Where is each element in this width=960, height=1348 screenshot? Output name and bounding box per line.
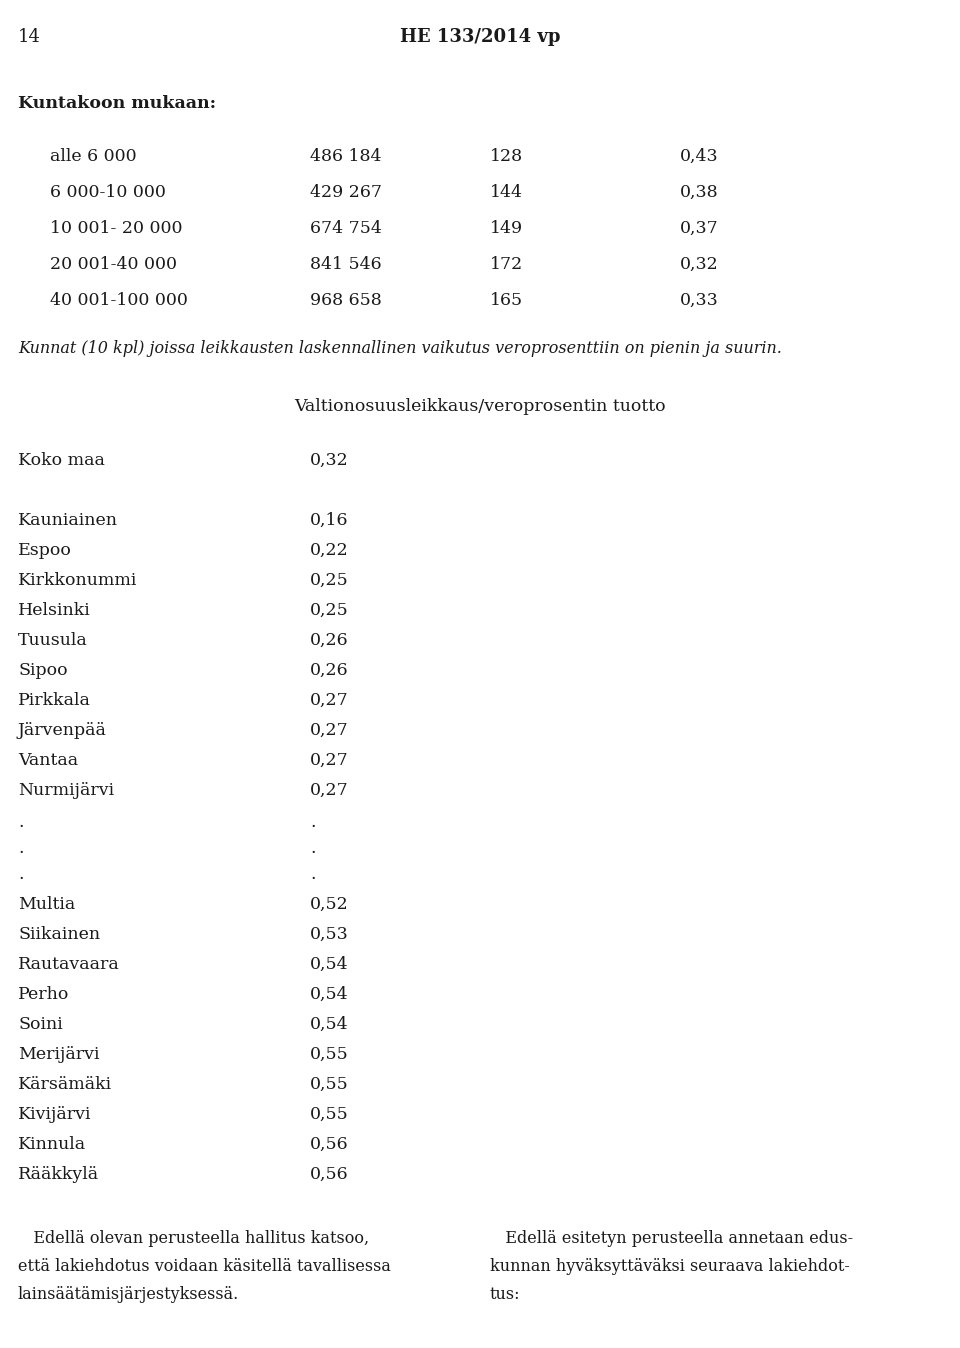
Text: Pirkkala: Pirkkala — [18, 692, 91, 709]
Text: lainsäätämisjärjestyksessä.: lainsäätämisjärjestyksessä. — [18, 1286, 239, 1304]
Text: 0,55: 0,55 — [310, 1105, 348, 1123]
Text: Järvenpää: Järvenpää — [18, 723, 107, 739]
Text: .: . — [310, 840, 316, 857]
Text: 40 001-100 000: 40 001-100 000 — [50, 293, 188, 309]
Text: Kinnula: Kinnula — [18, 1136, 86, 1153]
Text: Kuntakoon mukaan:: Kuntakoon mukaan: — [18, 94, 216, 112]
Text: 0,25: 0,25 — [310, 603, 348, 619]
Text: Sipoo: Sipoo — [18, 662, 67, 679]
Text: 128: 128 — [490, 148, 523, 164]
Text: 0,27: 0,27 — [310, 782, 348, 799]
Text: Kirkkonummi: Kirkkonummi — [18, 572, 137, 589]
Text: 0,55: 0,55 — [310, 1046, 348, 1064]
Text: 0,27: 0,27 — [310, 692, 348, 709]
Text: 149: 149 — [490, 220, 523, 237]
Text: .: . — [310, 814, 316, 830]
Text: Espoo: Espoo — [18, 542, 72, 559]
Text: 0,55: 0,55 — [310, 1076, 348, 1093]
Text: 0,26: 0,26 — [310, 662, 348, 679]
Text: Merijärvi: Merijärvi — [18, 1046, 100, 1064]
Text: 0,38: 0,38 — [680, 183, 719, 201]
Text: Nurmijärvi: Nurmijärvi — [18, 782, 114, 799]
Text: 0,43: 0,43 — [680, 148, 719, 164]
Text: HE 133/2014 vp: HE 133/2014 vp — [399, 28, 561, 46]
Text: 165: 165 — [490, 293, 523, 309]
Text: Tuusula: Tuusula — [18, 632, 87, 648]
Text: 10 001- 20 000: 10 001- 20 000 — [50, 220, 182, 237]
Text: 0,27: 0,27 — [310, 723, 348, 739]
Text: .: . — [18, 814, 23, 830]
Text: 14: 14 — [18, 28, 41, 46]
Text: 674 754: 674 754 — [310, 220, 382, 237]
Text: 0,52: 0,52 — [310, 896, 348, 913]
Text: Rautavaara: Rautavaara — [18, 956, 120, 973]
Text: 0,32: 0,32 — [680, 256, 719, 274]
Text: Valtionosuusleikkaus/veroprosentin tuotto: Valtionosuusleikkaus/veroprosentin tuott… — [294, 398, 666, 415]
Text: .: . — [18, 840, 23, 857]
Text: kunnan hyväksyttäväksi seuraava lakiehdot-: kunnan hyväksyttäväksi seuraava lakiehdo… — [490, 1258, 850, 1275]
Text: 0,16: 0,16 — [310, 512, 348, 528]
Text: 0,32: 0,32 — [310, 452, 348, 469]
Text: 429 267: 429 267 — [310, 183, 382, 201]
Text: Kärsämäki: Kärsämäki — [18, 1076, 112, 1093]
Text: Perho: Perho — [18, 985, 69, 1003]
Text: tus:: tus: — [490, 1286, 520, 1304]
Text: 0,56: 0,56 — [310, 1166, 348, 1184]
Text: Helsinki: Helsinki — [18, 603, 91, 619]
Text: että lakiehdotus voidaan käsitellä tavallisessa: että lakiehdotus voidaan käsitellä taval… — [18, 1258, 391, 1275]
Text: 144: 144 — [490, 183, 523, 201]
Text: Multia: Multia — [18, 896, 75, 913]
Text: 0,33: 0,33 — [680, 293, 719, 309]
Text: Soini: Soini — [18, 1016, 62, 1033]
Text: Edellä olevan perusteella hallitus katsoo,: Edellä olevan perusteella hallitus katso… — [18, 1229, 370, 1247]
Text: 0,26: 0,26 — [310, 632, 348, 648]
Text: alle 6 000: alle 6 000 — [50, 148, 136, 164]
Text: 0,37: 0,37 — [680, 220, 719, 237]
Text: 20 001-40 000: 20 001-40 000 — [50, 256, 177, 274]
Text: 0,53: 0,53 — [310, 926, 348, 944]
Text: 6 000-10 000: 6 000-10 000 — [50, 183, 166, 201]
Text: 0,54: 0,54 — [310, 1016, 348, 1033]
Text: 486 184: 486 184 — [310, 148, 381, 164]
Text: 172: 172 — [490, 256, 523, 274]
Text: Edellä esitetyn perusteella annetaan edus-: Edellä esitetyn perusteella annetaan edu… — [490, 1229, 853, 1247]
Text: 0,27: 0,27 — [310, 752, 348, 768]
Text: 0,54: 0,54 — [310, 956, 348, 973]
Text: Vantaa: Vantaa — [18, 752, 78, 768]
Text: Kunnat (10 kpl) joissa leikkausten laskennallinen vaikutus veroprosenttiin on pi: Kunnat (10 kpl) joissa leikkausten laske… — [18, 340, 781, 357]
Text: 0,25: 0,25 — [310, 572, 348, 589]
Text: 0,54: 0,54 — [310, 985, 348, 1003]
Text: Siikainen: Siikainen — [18, 926, 100, 944]
Text: 968 658: 968 658 — [310, 293, 382, 309]
Text: .: . — [18, 865, 23, 883]
Text: 0,56: 0,56 — [310, 1136, 348, 1153]
Text: 0,22: 0,22 — [310, 542, 348, 559]
Text: Kivijärvi: Kivijärvi — [18, 1105, 91, 1123]
Text: Koko maa: Koko maa — [18, 452, 105, 469]
Text: 841 546: 841 546 — [310, 256, 382, 274]
Text: Kauniainen: Kauniainen — [18, 512, 118, 528]
Text: Rääkkylä: Rääkkylä — [18, 1166, 99, 1184]
Text: .: . — [310, 865, 316, 883]
